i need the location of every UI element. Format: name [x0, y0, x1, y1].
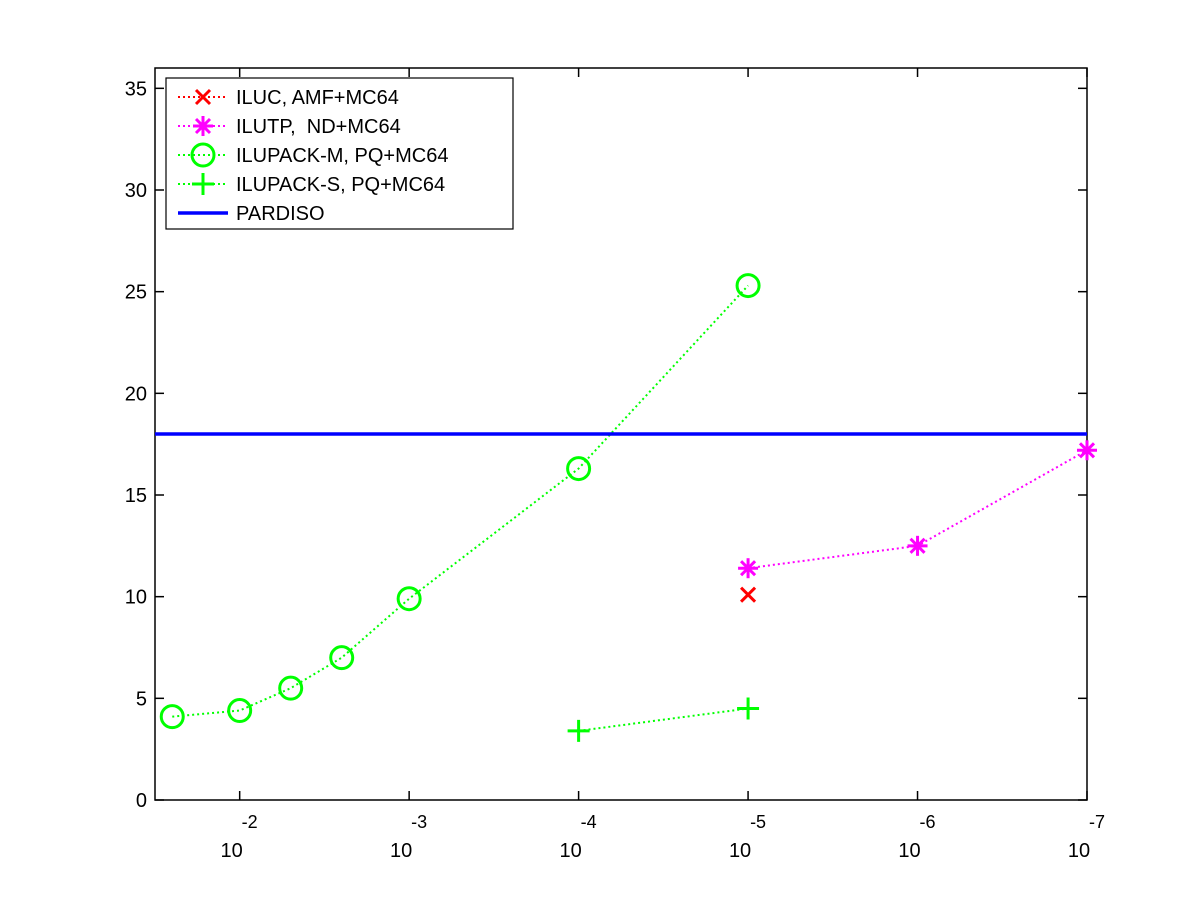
plus-marker: [567, 719, 590, 742]
y-tick-label: 0: [136, 790, 147, 812]
plus-marker: [192, 173, 214, 195]
plus-marker: [737, 697, 760, 720]
legend-label: PARDISO: [236, 203, 325, 225]
x-marker-stroke: [740, 586, 757, 603]
legend-label: ILUPACK-S, PQ+MC64: [236, 174, 445, 196]
legend-label: ILUTP, ND+MC64: [236, 116, 401, 138]
circle-marker: [227, 698, 253, 724]
legend-label: ILUPACK-M, PQ+MC64: [236, 145, 448, 167]
legend-item: ILUTP, ND+MC64: [178, 116, 401, 138]
y-axis: 0 5 10 15 20 25 30 35: [125, 78, 1087, 812]
circle-marker: [396, 586, 422, 612]
series-ilupack-m-pq-mc64: [159, 273, 761, 730]
x-tick-label-exponent: -7: [1089, 812, 1105, 832]
x-tick-label-exponent: -2: [242, 812, 258, 832]
series-ilutp-nd-mc64: [738, 440, 1097, 579]
circle-marker: [329, 645, 355, 671]
y-tick-label: 15: [125, 485, 147, 507]
legend-item: ILUC, AMF+MC64: [178, 87, 399, 109]
y-tick-label: 5: [136, 688, 147, 710]
y-tick-label: 35: [125, 78, 147, 100]
y-tick-label: 10: [125, 587, 147, 609]
y-tick-label: 25: [125, 282, 147, 304]
y-tick-label: 30: [125, 180, 147, 202]
series-layer: [155, 273, 1097, 742]
circle-marker: [735, 273, 761, 299]
circle-marker: [159, 704, 185, 730]
x-tick-label-exponent: -5: [750, 812, 766, 832]
legend-box: [165, 77, 514, 230]
x-tick-label-base: 10: [898, 840, 920, 862]
legend-label: ILUC, AMF+MC64: [236, 87, 399, 109]
legend-item: ILUPACK-S, PQ+MC64: [178, 173, 445, 196]
series-ilupack-s-pq-mc64: [567, 697, 760, 742]
legend: ILUC, AMF+MC64 ILUTP, ND+MC64 ILUPACK-M, P…: [165, 77, 514, 230]
x-tick-label-exponent: -6: [920, 812, 936, 832]
circle-marker: [190, 142, 216, 168]
asterisk-marker: [738, 558, 759, 579]
series-line: [578, 707, 749, 732]
x-tick-label-base: 10: [390, 840, 412, 862]
x-tick-label-exponent: -3: [411, 812, 427, 832]
x-tick-label-base: 10: [729, 840, 751, 862]
legend-item: ILUPACK-M, PQ+MC64: [178, 142, 448, 168]
legend-item: PARDISO: [178, 203, 325, 225]
x-tick-label-base: 10: [221, 840, 243, 862]
x-marker: [740, 586, 757, 603]
asterisk-marker: [907, 535, 928, 556]
x-tick-label-base: 10: [559, 840, 581, 862]
series-iluc-amf-mc64: [740, 586, 757, 603]
series-line: [172, 284, 749, 718]
asterisk-marker: [1077, 440, 1097, 461]
x-axis: -210-310-410-510-610-710: [221, 68, 1105, 862]
asterisk-marker: [193, 116, 213, 136]
circle-marker: [566, 456, 592, 482]
y-tick-label: 20: [125, 383, 147, 405]
x-tick-label-base: 10: [1068, 840, 1090, 862]
x-marker-stroke: [194, 88, 212, 106]
x-tick-label-exponent: -4: [581, 812, 597, 832]
circle-marker: [278, 675, 304, 701]
x-marker: [194, 88, 212, 106]
